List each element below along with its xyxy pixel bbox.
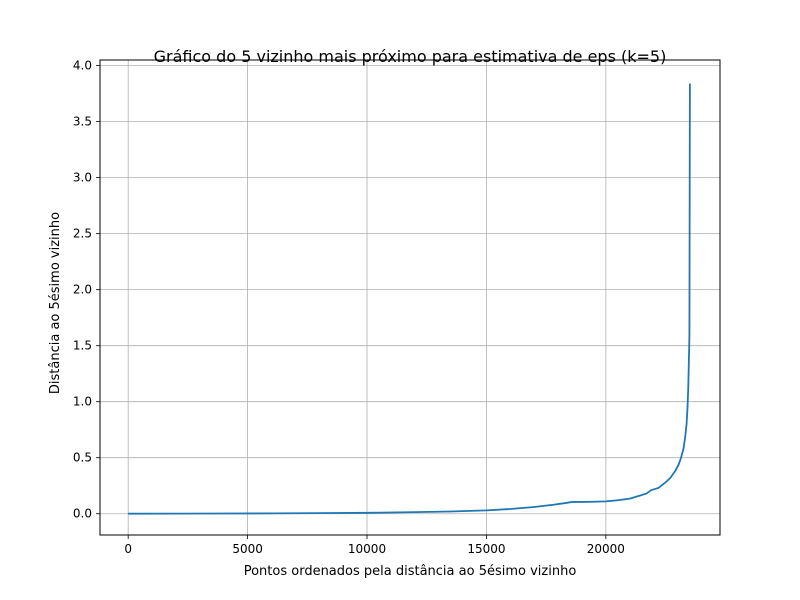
y-tick-label: 2.0 — [73, 283, 92, 297]
y-tick-label: 0.0 — [73, 507, 92, 521]
y-tick-label: 1.5 — [73, 339, 92, 353]
plot-frame — [99, 59, 721, 536]
k-distance-line — [128, 83, 691, 515]
x-tick-label: 20000 — [587, 542, 625, 556]
x-tick-label: 0 — [124, 542, 132, 556]
x-tick-label: 15000 — [467, 542, 505, 556]
x-axis-ticks: 0 5000 10000 15000 20000 — [124, 535, 625, 556]
chart-title: Gráfico do 5 vizinho mais próximo para e… — [154, 47, 667, 66]
x-tick-label: 5000 — [232, 542, 263, 556]
y-tick-label: 0.5 — [73, 451, 92, 465]
y-tick-label: 3.0 — [73, 171, 92, 185]
y-tick-label: 4.0 — [73, 59, 92, 73]
y-axis-ticks: 0.0 0.5 1.0 1.5 2.0 2.5 3.0 3.5 4.0 — [73, 59, 100, 521]
x-tick-label: 10000 — [348, 542, 386, 556]
x-axis-label: Pontos ordenados pela distância ao 5ésim… — [244, 564, 577, 579]
y-tick-label: 3.5 — [73, 115, 92, 129]
y-axis-label: Distância ao 5ésimo vizinho — [48, 212, 63, 394]
y-tick-label: 2.5 — [73, 227, 92, 241]
y-tick-label: 1.0 — [73, 395, 92, 409]
